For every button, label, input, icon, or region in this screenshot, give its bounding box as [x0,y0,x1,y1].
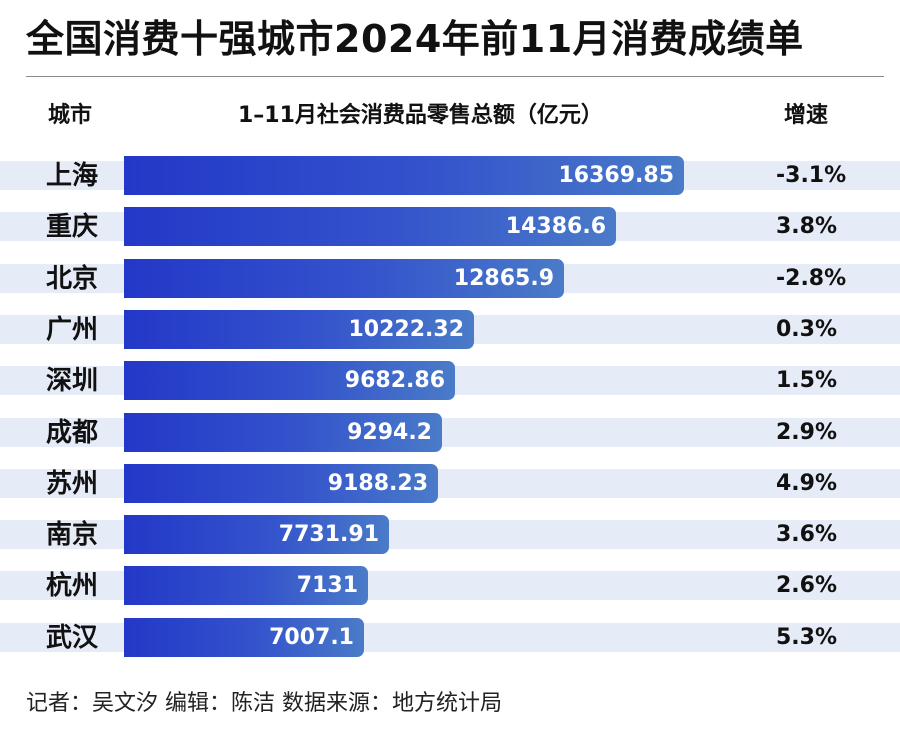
title-divider [26,76,884,77]
header-city: 城市 [48,103,93,128]
growth-rate: -3.1% [776,163,847,188]
bar [124,361,455,400]
growth-rate: 5.3% [776,625,838,650]
header-sales: 1–11月社会消费品零售总额（亿元） [238,103,603,128]
growth-rate: 0.3% [776,317,838,342]
city-label: 南京 [46,520,99,550]
growth-rate: 1.5% [776,368,838,393]
city-label: 杭州 [46,571,99,601]
bar-value-label: 9188.23 [327,471,428,496]
bar-value-label: 9682.86 [344,368,445,393]
city-label: 重庆 [46,212,99,242]
city-label: 苏州 [46,469,99,499]
chart-title: 全国消费十强城市2024年前11月消费成绩单 [26,17,804,61]
bar-value-label: 12865.9 [453,266,554,291]
growth-rate: 2.6% [776,573,838,598]
growth-rate: 4.9% [776,471,838,496]
bar [124,207,616,246]
bar-value-label: 7131 [296,573,358,598]
bar [124,618,364,657]
bar-value-label: 9294.2 [347,420,432,445]
bar-value-label: 16369.85 [558,163,674,188]
bar [124,259,564,298]
bar-value-label: 14386.6 [505,214,606,239]
bar [124,515,389,554]
bar [124,310,474,349]
credits-footer: 记者：吴文汐 编辑：陈洁 数据来源：地方统计局 [26,691,502,716]
growth-rate: 2.9% [776,420,838,445]
city-label: 北京 [46,264,99,294]
growth-rate: 3.8% [776,214,838,239]
bar [124,464,438,503]
bar-value-label: 10222.32 [348,317,464,342]
header-growth: 增速 [784,103,829,128]
bar [124,413,442,452]
growth-rate: 3.6% [776,522,838,547]
bar-value-label: 7007.1 [269,625,354,650]
growth-rate: -2.8% [776,266,847,291]
city-label: 深圳 [46,366,99,396]
bar [124,566,368,605]
bar [124,156,684,195]
city-label: 成都 [46,418,99,448]
city-label: 武汉 [46,623,99,653]
city-label: 广州 [46,315,99,345]
bar-value-label: 7731.91 [278,522,379,547]
city-label: 上海 [46,161,99,191]
